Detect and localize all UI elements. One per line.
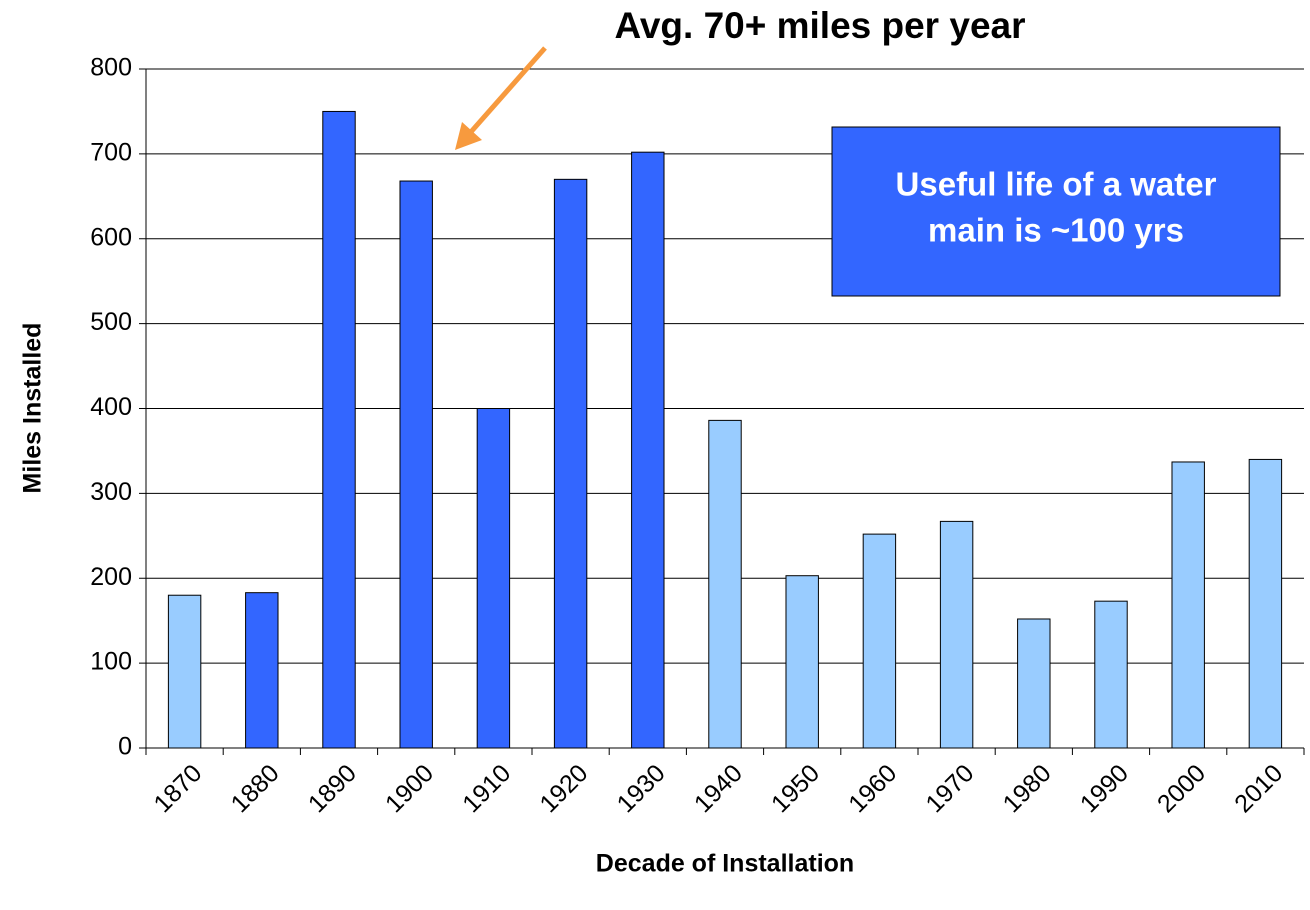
callout-box (831, 126, 1281, 297)
bar (785, 575, 819, 749)
bar (1094, 600, 1128, 749)
x-tick-label: 1980 (998, 759, 1057, 818)
bar (553, 178, 588, 749)
y-tick-label: 600 (90, 223, 132, 251)
y-tick-label: 400 (90, 393, 132, 421)
bar (322, 110, 356, 749)
callout-text: main is ~100 yrs (928, 212, 1184, 249)
x-tick-label: 1990 (1075, 759, 1134, 818)
x-tick-label: 1900 (380, 759, 439, 818)
bar (631, 151, 665, 749)
bar (1248, 458, 1283, 749)
x-tick-label: 1870 (148, 759, 207, 818)
x-tick-label: 1950 (766, 759, 825, 818)
x-tick-label: 1940 (689, 759, 748, 818)
x-tick-label: 1910 (457, 759, 516, 818)
x-tick-label: 1960 (843, 759, 902, 818)
y-tick-label: 100 (90, 648, 132, 676)
x-tick-label: 1880 (226, 759, 285, 818)
x-tick-label: 2010 (1229, 759, 1288, 818)
x-tick-label: 1890 (303, 759, 362, 818)
bar (862, 533, 897, 749)
bar (476, 408, 511, 749)
y-tick-label: 800 (90, 54, 132, 82)
y-tick-label: 700 (90, 138, 132, 166)
x-tick-label: 1970 (920, 759, 979, 818)
y-tick-label: 300 (90, 478, 132, 506)
annotation-arrow (468, 46, 547, 135)
bar (399, 180, 433, 749)
bar (167, 594, 202, 749)
callout-text: Useful life of a water (896, 166, 1217, 203)
y-tick-label: 0 (118, 733, 132, 761)
annotation: Avg. 70+ miles per year (614, 5, 1025, 46)
y-axis-label: Miles Installed (19, 323, 47, 494)
bar (1171, 461, 1205, 749)
bar (939, 520, 974, 749)
y-tick-label: 200 (90, 563, 132, 591)
bar (245, 592, 279, 749)
arrow-head (455, 122, 482, 150)
x-tick-label: 1920 (534, 759, 593, 818)
x-tick-label: 1930 (612, 759, 671, 818)
x-axis-label: Decade of Installation (596, 850, 854, 878)
y-tick-label: 500 (90, 308, 132, 336)
bar (1017, 618, 1051, 749)
bar (708, 419, 742, 749)
x-tick-label: 2000 (1152, 759, 1211, 818)
